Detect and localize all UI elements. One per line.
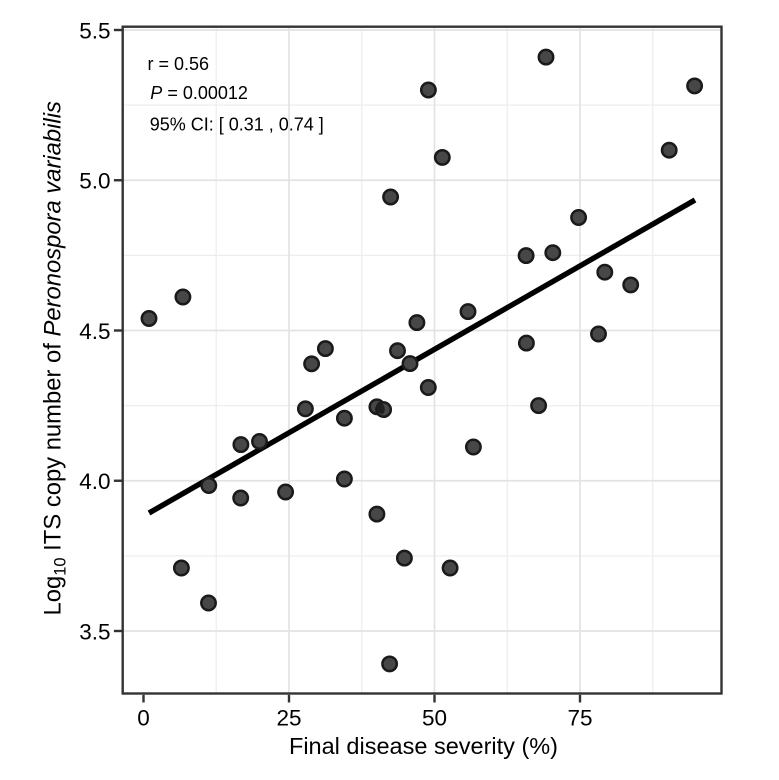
svg-text:P = 0.00012: P = 0.00012	[150, 83, 248, 103]
svg-text:5.5: 5.5	[79, 18, 110, 43]
svg-text:75: 75	[567, 706, 592, 731]
svg-text:0: 0	[137, 706, 150, 731]
svg-text:3.5: 3.5	[79, 619, 110, 644]
svg-text:r = 0.56: r = 0.56	[148, 54, 210, 74]
svg-text:Final disease severity (%): Final disease severity (%)	[289, 733, 558, 759]
svg-text:4.5: 4.5	[79, 319, 110, 344]
svg-text:4.0: 4.0	[79, 469, 110, 494]
svg-text:Log10 ITS copy number of Peron: Log10 ITS copy number of Peronospora var…	[40, 101, 70, 616]
svg-text:5.0: 5.0	[79, 169, 110, 194]
svg-text:50: 50	[422, 706, 447, 731]
svg-text:95% CI: [ 0.31 , 0.74 ]: 95% CI: [ 0.31 , 0.74 ]	[150, 114, 324, 134]
svg-text:25: 25	[276, 706, 301, 731]
